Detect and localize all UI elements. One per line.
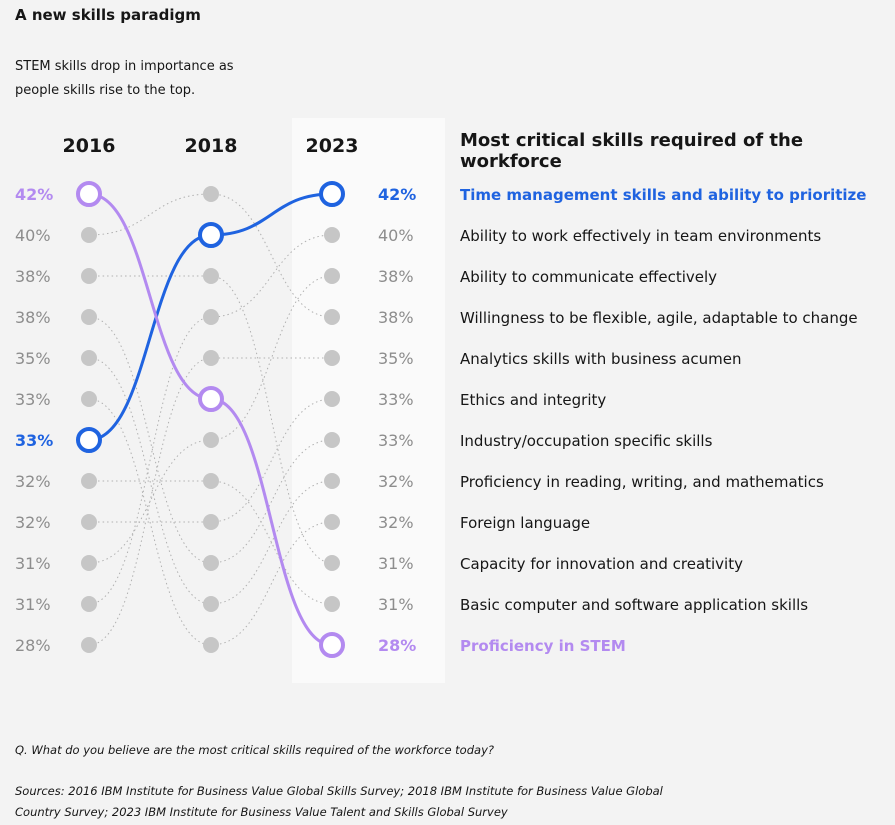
value-2016-rank-2: 40% [15,226,51,245]
dot-2018-rank-4 [203,309,219,325]
dot-2023-rank-4 [324,309,340,325]
dot-2023-rank-10 [324,555,340,571]
value-2023-rank-5: 35% [378,349,414,368]
value-2023-rank-9: 32% [378,513,414,532]
skill-label-rank-7: Industry/occupation specific skills [460,432,713,450]
connector-line-6 [89,398,333,523]
page-subtitle: STEM skills drop in importance as people… [15,59,234,98]
dot-2018-rank-10 [203,555,219,571]
highlight-column-2023 [292,118,445,683]
value-2023-rank-11: 31% [378,595,414,614]
dot-2016-rank-4 [81,309,97,325]
connector-line-2 [88,234,333,605]
value-2016-rank-7: 33% [15,431,53,450]
highlight-point-purple-2018 [198,386,224,412]
dot-2023-rank-7 [324,432,340,448]
year-header-2023: 2023 [306,135,359,157]
value-2023-rank-12: 28% [378,636,416,655]
dot-2018-rank-1 [203,186,219,202]
dot-2023-rank-8 [324,473,340,489]
connector-line-11 [89,480,333,605]
dot-2016-rank-9 [81,514,97,530]
skill-label-rank-10: Capacity for innovation and creativity [460,555,743,573]
skill-label-rank-6: Ethics and integrity [460,391,606,409]
value-2023-rank-2: 40% [378,226,414,245]
dot-2016-rank-6 [81,391,97,407]
highlight-point-purple-2016 [76,181,102,207]
dot-2023-rank-5 [324,350,340,366]
dot-2016-rank-2 [81,227,97,243]
dot-2023-rank-2 [324,227,340,243]
dot-2018-rank-5 [203,350,219,366]
skill-label-rank-8: Proficiency in reading, writing, and mat… [460,473,824,491]
highlight-point-purple-2023 [319,632,345,658]
dot-2023-rank-9 [324,514,340,530]
page-title: A new skills paradigm [15,6,201,24]
skill-label-rank-1: Time management skills and ability to pr… [460,186,866,204]
value-2023-rank-10: 31% [378,554,414,573]
connector-line-4 [88,193,333,318]
dot-2016-rank-12 [81,637,97,653]
value-2016-rank-4: 38% [15,308,51,327]
skill-label-rank-3: Ability to communicate effectively [460,268,717,286]
value-2016-rank-12: 28% [15,636,51,655]
value-2023-rank-4: 38% [378,308,414,327]
dot-2023-rank-11 [324,596,340,612]
value-2016-rank-10: 31% [15,554,51,573]
year-header-2016: 2016 [63,135,116,157]
skill-label-rank-11: Basic computer and software application … [460,596,808,614]
dot-2023-rank-3 [324,268,340,284]
dot-2016-rank-10 [81,555,97,571]
skill-label-rank-9: Foreign language [460,514,590,532]
dot-2023-rank-6 [324,391,340,407]
highlight-line-blue [88,192,333,442]
highlight-point-blue-2018 [198,222,224,248]
value-2023-rank-3: 38% [378,267,414,286]
value-2023-rank-6: 33% [378,390,414,409]
value-2016-rank-1: 42% [15,185,53,204]
value-2016-rank-9: 32% [15,513,51,532]
value-2023-rank-8: 32% [378,472,414,491]
value-2016-rank-6: 33% [15,390,51,409]
dot-2016-rank-8 [81,473,97,489]
dot-2016-rank-5 [81,350,97,366]
dot-2018-rank-3 [203,268,219,284]
value-2023-rank-1: 42% [378,185,416,204]
dot-2016-rank-11 [81,596,97,612]
chart-title: Most critical skills required of the wor… [460,130,804,172]
dot-2016-rank-3 [81,268,97,284]
dot-2018-rank-7 [203,432,219,448]
highlight-point-blue-2016 [76,427,102,453]
skill-label-rank-12: Proficiency in STEM [460,637,626,655]
skill-label-rank-2: Ability to work effectively in team envi… [460,227,821,245]
skill-label-rank-4: Willingness to be flexible, agile, adapt… [460,309,858,327]
skill-label-rank-5: Analytics skills with business acumen [460,350,742,368]
sources-note: Sources: 2016 IBM Institute for Business… [15,784,663,819]
value-2023-rank-7: 33% [378,431,414,450]
survey-question: Q. What do you believe are the most crit… [15,743,494,757]
highlight-line-purple [88,192,333,647]
dot-2018-rank-11 [203,596,219,612]
value-2016-rank-3: 38% [15,267,51,286]
value-2016-rank-11: 31% [15,595,51,614]
value-2016-rank-5: 35% [15,349,51,368]
year-header-2018: 2018 [185,135,238,157]
value-2016-rank-8: 32% [15,472,51,491]
dot-2018-rank-12 [203,637,219,653]
highlight-point-blue-2023 [319,181,345,207]
dot-2018-rank-9 [203,514,219,530]
dot-2018-rank-8 [203,473,219,489]
